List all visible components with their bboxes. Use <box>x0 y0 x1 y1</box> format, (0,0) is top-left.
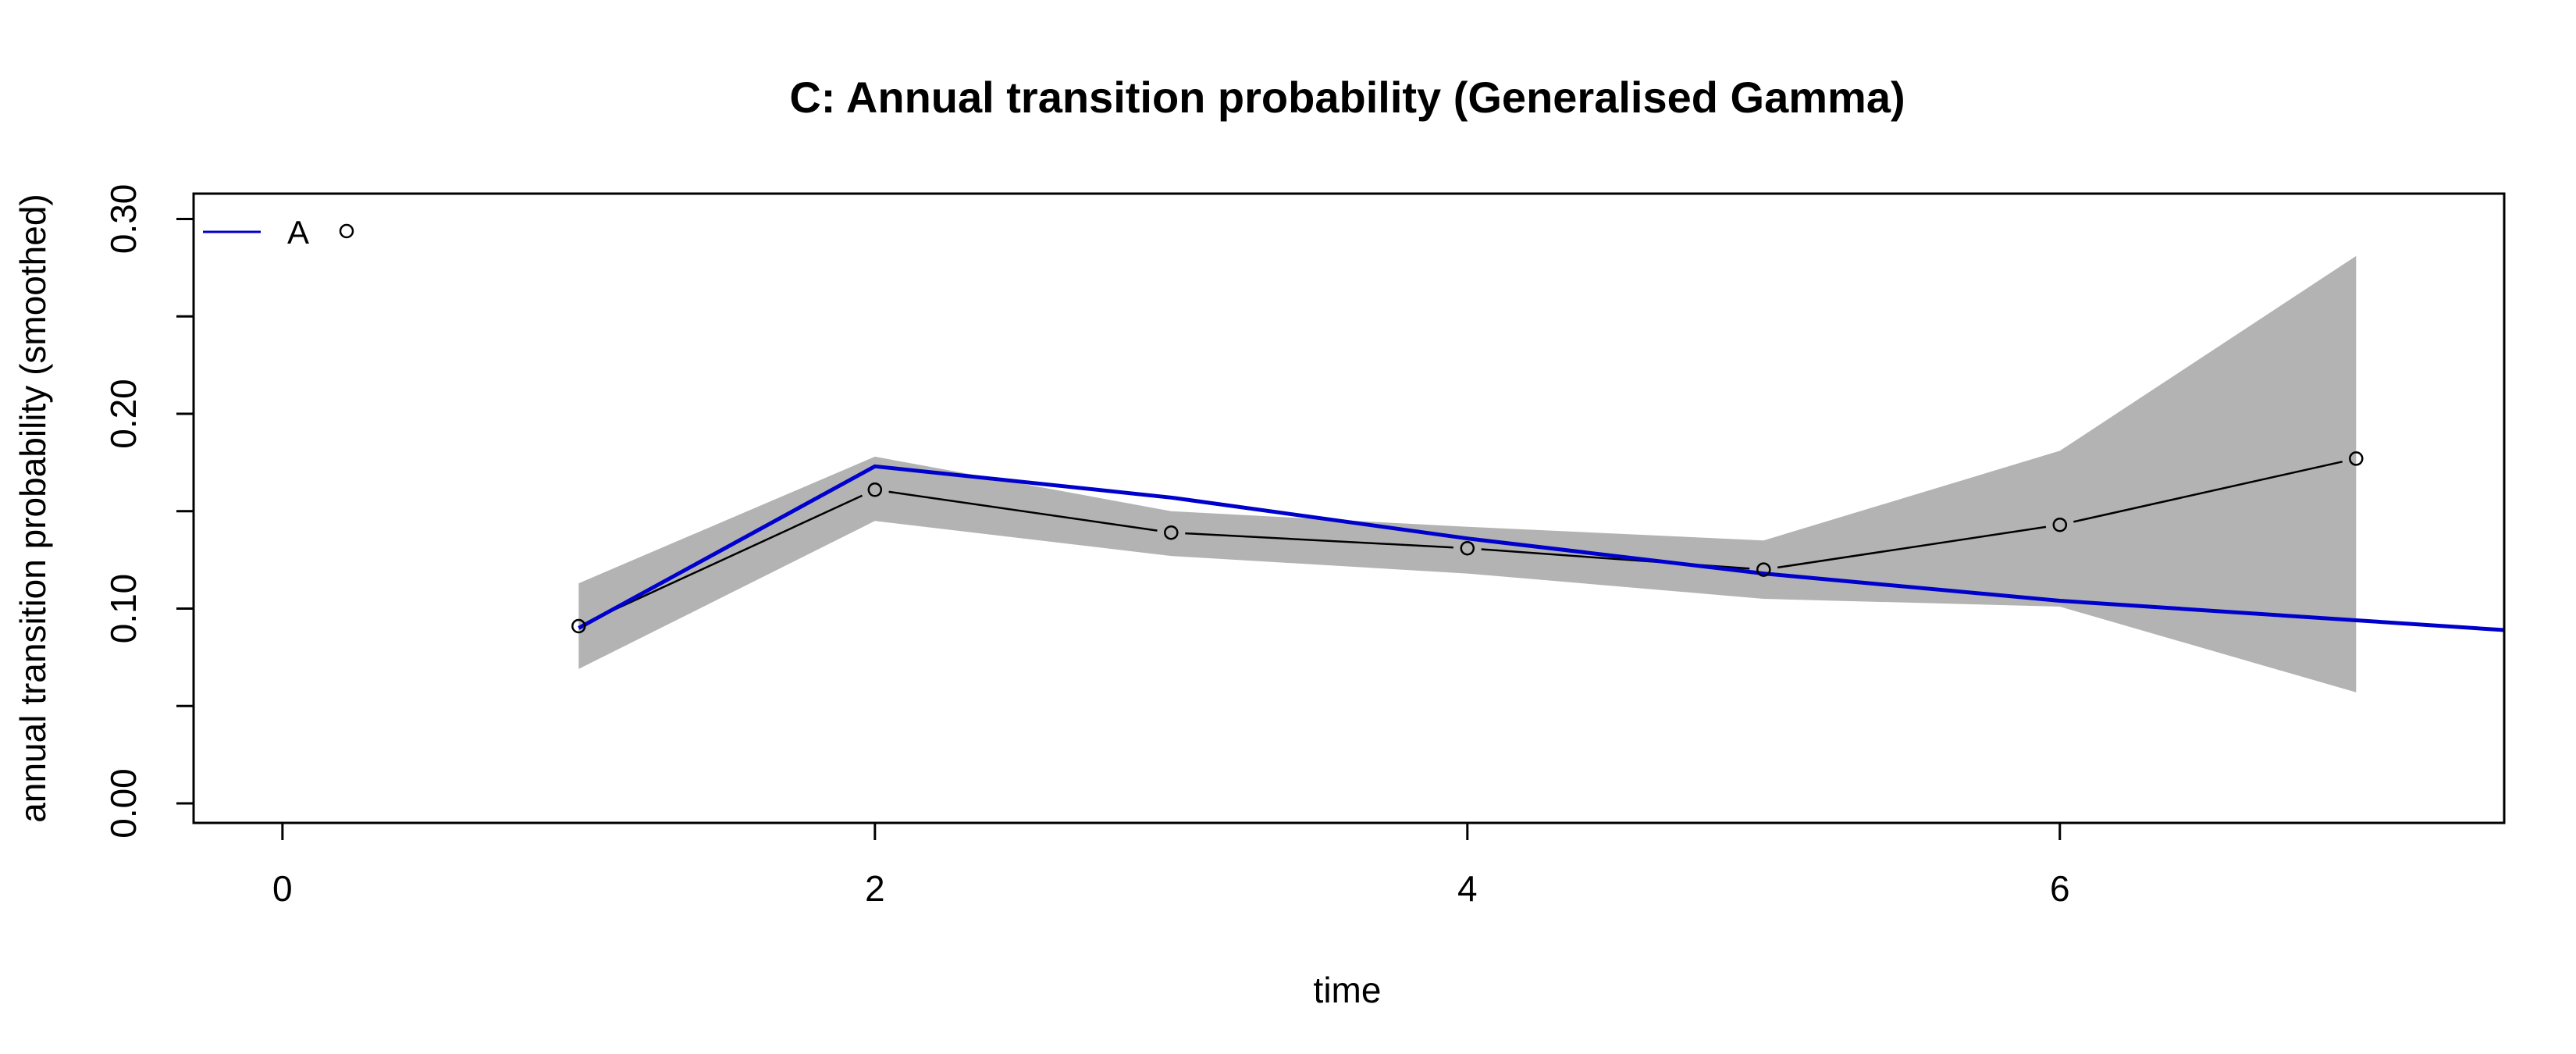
observed-line-segments <box>591 461 2343 621</box>
observed-point <box>1164 525 1179 540</box>
observed-point <box>867 482 883 497</box>
observed-points <box>571 451 2364 634</box>
x-tick-label: 4 <box>1457 868 1478 909</box>
band-polygon <box>578 255 2357 693</box>
y-axis-label: annual transition probability (smoothed) <box>12 194 53 822</box>
observed-segment <box>591 494 863 621</box>
observed-segment <box>1777 525 2047 569</box>
legend-label-a: A <box>287 214 309 251</box>
chart-title: C: Annual transition probability (Genera… <box>789 73 1905 122</box>
observed-segment <box>888 490 1158 532</box>
x-tick-label: 6 <box>2050 868 2070 909</box>
y-tick-label: 0.00 <box>103 768 144 839</box>
observed-point <box>2052 517 2068 532</box>
x-tick-label: 0 <box>272 868 293 909</box>
x-tick-label: 2 <box>865 868 885 909</box>
y-tick-label: 0.20 <box>103 379 144 449</box>
plot-frame <box>192 192 2506 824</box>
x-axis: 0 2 4 6 <box>272 823 2070 909</box>
legend-point-marker <box>339 223 354 239</box>
legend: A <box>203 214 354 251</box>
observed-point <box>1460 540 1475 556</box>
y-tick-label: 0.10 <box>103 574 144 644</box>
observed-segment <box>1185 532 1453 549</box>
fitted-curve <box>578 464 2505 632</box>
x-axis-label: time <box>1314 970 1382 1010</box>
confidence-band <box>578 255 2357 693</box>
y-axis: 0.00 0.10 0.20 0.30 <box>103 184 194 839</box>
observed-point <box>571 618 586 634</box>
y-tick-label: 0.30 <box>103 184 144 255</box>
fitted-curve-path <box>578 464 2505 632</box>
observed-point <box>2349 451 2364 466</box>
observed-point <box>1756 562 1771 577</box>
observed-segment <box>2073 461 2343 523</box>
